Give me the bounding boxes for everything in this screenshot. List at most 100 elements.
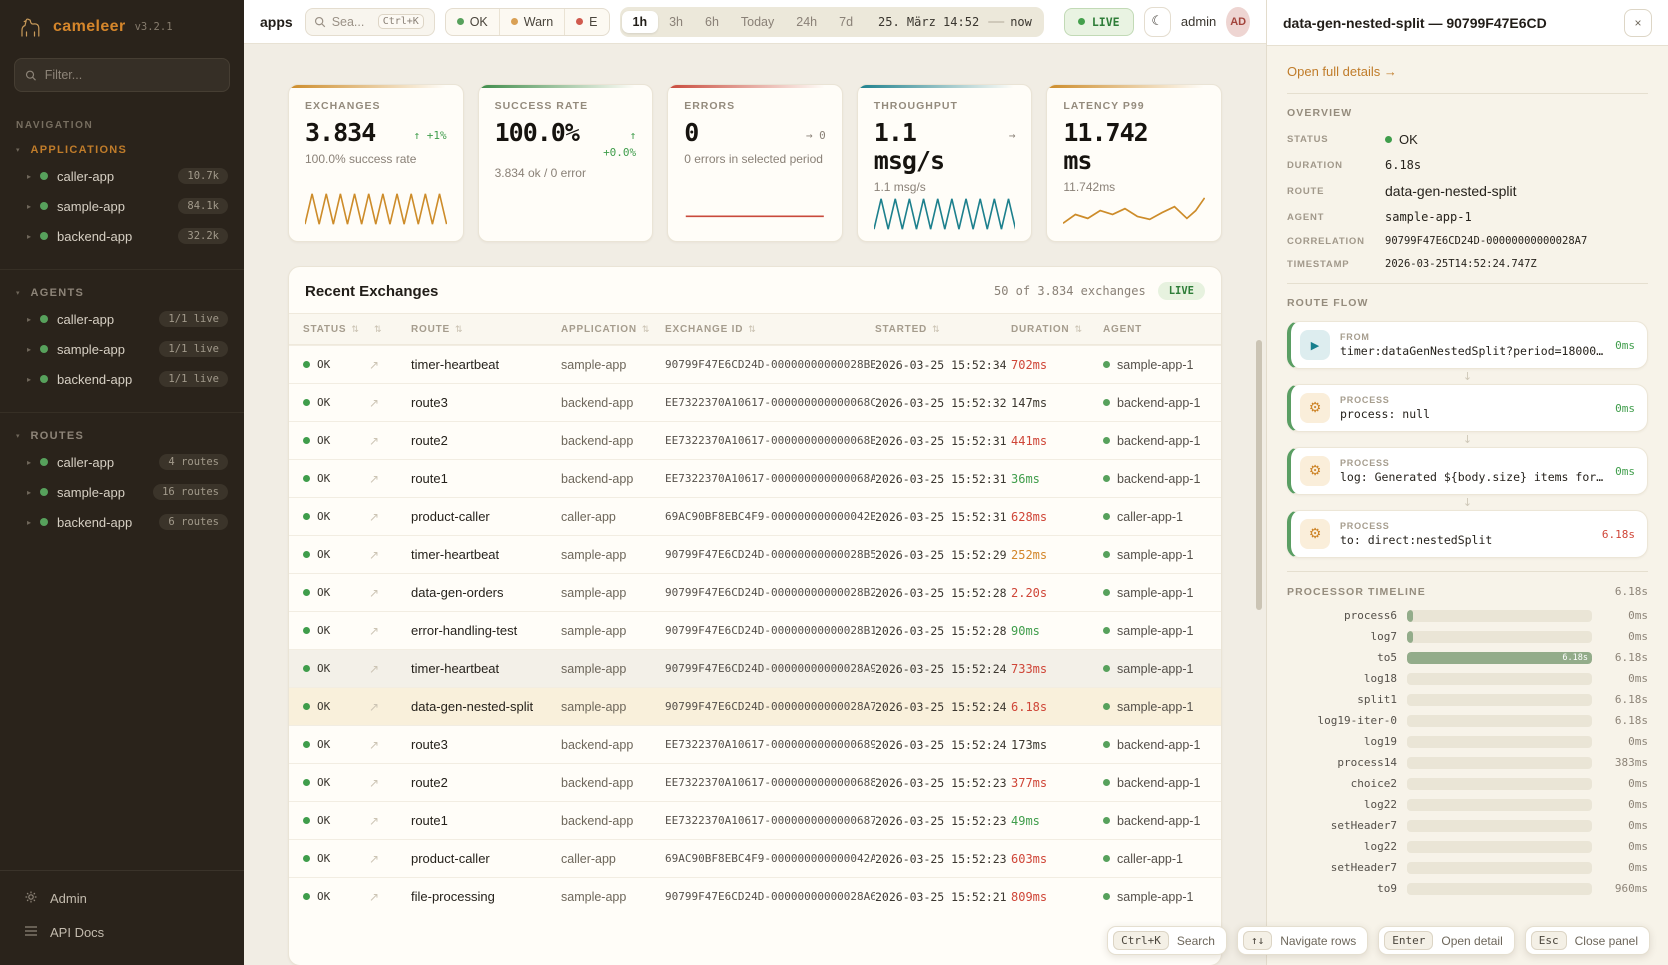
sidebar-item-agents-caller-app[interactable]: ▸ caller-app 1/1 live xyxy=(0,304,244,334)
chevron-right-icon: ▸ xyxy=(27,314,32,324)
timeline-row-choice2: choice2 0ms xyxy=(1287,777,1648,790)
open-full-details-link[interactable]: Open full details → xyxy=(1287,64,1397,79)
sidebar-item-applications-caller-app[interactable]: ▸ caller-app 10.7k xyxy=(0,161,244,191)
sidebar-item-routes-backend-app[interactable]: ▸ backend-app 6 routes xyxy=(0,507,244,537)
search-input[interactable] xyxy=(331,14,372,29)
stat-label: THROUGHPUT xyxy=(873,100,958,112)
column-header-application[interactable]: APPLICATION ⇅ xyxy=(561,324,665,335)
sidebar-filter[interactable] xyxy=(14,58,230,92)
sidebar-item-badge: 6 routes xyxy=(159,514,228,530)
close-button[interactable]: × xyxy=(1624,8,1652,37)
application-cell: backend-app xyxy=(561,395,634,410)
range-button-6h[interactable]: 6h xyxy=(694,11,730,33)
table-row[interactable]: OK ↗ route2 backend-app EE7322370A10617-… xyxy=(289,763,1221,801)
table-row[interactable]: OK ↗ route2 backend-app EE7322370A10617-… xyxy=(289,421,1221,459)
table-row[interactable]: OK ↗ timer-heartbeat sample-app 90799F47… xyxy=(289,535,1221,573)
section-header-applications[interactable]: ▾ APPLICATIONS xyxy=(0,139,244,161)
stat-card-throughput[interactable]: THROUGHPUT 1.1 msg/s → 1.1 msg/s xyxy=(856,84,1033,242)
live-button[interactable]: LIVE xyxy=(1063,7,1134,36)
flow-step-1[interactable]: ▶ FROM timer:dataGenNestedSplit?period=1… xyxy=(1287,321,1648,369)
open-row-icon[interactable]: ↗ xyxy=(369,395,380,410)
route-cell: route3 xyxy=(411,395,448,410)
date-from[interactable]: 25. März 14:52 xyxy=(878,14,980,29)
search-box[interactable]: Ctrl+K xyxy=(304,7,435,36)
agent-cell: sample-app-1 xyxy=(1103,662,1207,676)
flow-step-2[interactable]: ⚙ PROCESS process: null 0ms xyxy=(1287,384,1648,432)
table-row[interactable]: OK ↗ data-gen-orders sample-app 90799F47… xyxy=(289,573,1221,611)
open-row-icon[interactable]: ↗ xyxy=(369,775,380,790)
sidebar-item-routes-sample-app[interactable]: ▸ sample-app 16 routes xyxy=(0,477,244,507)
range-button-1h[interactable]: 1h xyxy=(621,10,659,33)
sidebar-item-agents-sample-app[interactable]: ▸ sample-app 1/1 live xyxy=(0,334,244,364)
sidebar-item-applications-backend-app[interactable]: ▸ backend-app 32.2k xyxy=(0,221,244,251)
range-button-24h[interactable]: 24h xyxy=(785,11,828,33)
table-row[interactable]: OK ↗ route1 backend-app EE7322370A10617-… xyxy=(289,459,1221,497)
open-row-icon[interactable]: ↗ xyxy=(369,547,380,562)
footer-item-admin[interactable]: Admin xyxy=(0,881,244,916)
column-header-route[interactable]: ROUTE ⇅ xyxy=(411,324,561,335)
table-row[interactable]: OK ↗ error-handling-test sample-app 9079… xyxy=(289,611,1221,649)
flow-step-4[interactable]: ⚙ PROCESS to: direct:nestedSplit 6.18s xyxy=(1287,510,1648,558)
table-row[interactable]: OK ↗ route1 backend-app EE7322370A10617-… xyxy=(289,801,1221,839)
table-row[interactable]: OK ↗ product-caller caller-app 69AC90BF8… xyxy=(289,497,1221,535)
footer-item-api-docs[interactable]: API Docs xyxy=(0,916,244,949)
column-header-exchange-id[interactable]: EXCHANGE ID ⇅ xyxy=(665,324,875,335)
theme-toggle[interactable]: ☾ xyxy=(1143,6,1171,37)
table-row[interactable]: OK ↗ file-processing sample-app 90799F47… xyxy=(289,877,1221,915)
column-header-agent[interactable]: AGENT xyxy=(1103,324,1207,335)
stat-card-latency-p99[interactable]: LATENCY P99 11.742 ms 11.742ms xyxy=(1046,84,1222,242)
sidebar-item-badge: 1/1 live xyxy=(159,341,228,357)
open-row-icon[interactable]: ↗ xyxy=(369,889,380,904)
sidebar-item-agents-backend-app[interactable]: ▸ backend-app 1/1 live xyxy=(0,364,244,394)
range-button-7d[interactable]: 7d xyxy=(828,11,864,33)
table-row[interactable]: OK ↗ route3 backend-app EE7322370A10617-… xyxy=(289,725,1221,763)
open-row-icon[interactable]: ↗ xyxy=(369,509,380,524)
flow-step-3[interactable]: ⚙ PROCESS log: Generated ${body.size} it… xyxy=(1287,447,1648,495)
sidebar-item-routes-caller-app[interactable]: ▸ caller-app 4 routes xyxy=(0,447,244,477)
open-row-icon[interactable]: ↗ xyxy=(369,623,380,638)
main-scrollbar[interactable] xyxy=(1256,340,1262,610)
sidebar-item-applications-sample-app[interactable]: ▸ sample-app 84.1k xyxy=(0,191,244,221)
stat-card-exchanges[interactable]: EXCHANGES 3.834 ↑ +1% 100.0% success rat… xyxy=(288,84,464,242)
stat-card-errors[interactable]: ERRORS 0 → 0 0 errors in selected period xyxy=(667,84,843,242)
chevron-down-icon: ▾ xyxy=(16,147,20,154)
processor-duration: 0ms xyxy=(1628,798,1648,811)
open-row-icon[interactable]: ↗ xyxy=(369,433,380,448)
column-header-duration[interactable]: DURATION ⇅ xyxy=(1011,324,1103,335)
open-row-icon[interactable]: ↗ xyxy=(369,737,380,752)
table-row[interactable]: OK ↗ route3 backend-app EE7322370A10617-… xyxy=(289,383,1221,421)
route-cell: timer-heartbeat xyxy=(411,547,500,562)
table-row[interactable]: OK ↗ timer-heartbeat sample-app 90799F47… xyxy=(289,345,1221,383)
column-header-started[interactable]: STARTED ⇅ xyxy=(875,324,1011,335)
date-to[interactable]: now xyxy=(1010,14,1032,29)
open-row-icon[interactable]: ↗ xyxy=(369,851,380,866)
range-button-today[interactable]: Today xyxy=(730,11,785,33)
route-cell: error-handling-test xyxy=(411,623,518,638)
avatar[interactable]: AD xyxy=(1226,6,1250,37)
open-row-icon[interactable]: ↗ xyxy=(369,471,380,486)
table-row[interactable]: OK ↗ data-gen-nested-split sample-app 90… xyxy=(289,687,1221,725)
sidebar-item-label: sample-app xyxy=(57,341,125,357)
status-filter-ok[interactable]: OK xyxy=(446,9,499,35)
sidebar-filter-input[interactable] xyxy=(44,68,219,82)
column-header-item[interactable]: ⇅ xyxy=(369,324,411,335)
open-row-icon[interactable]: ↗ xyxy=(369,813,380,828)
column-header-status[interactable]: STATUS ⇅ xyxy=(303,324,369,335)
open-row-icon[interactable]: ↗ xyxy=(369,699,380,714)
sidebar-item-badge: 4 routes xyxy=(159,454,228,470)
range-button-3h[interactable]: 3h xyxy=(658,11,694,33)
stat-card-success-rate[interactable]: SUCCESS RATE 100.0% ↑ +0.0% 3.834 ok / 0 … xyxy=(477,84,654,242)
table-row[interactable]: OK ↗ timer-heartbeat sample-app 90799F47… xyxy=(289,649,1221,687)
section-header-agents[interactable]: ▾ AGENTS xyxy=(0,282,244,304)
flow-step-text: timer:dataGenNestedSplit?period=18000&de… xyxy=(1340,344,1605,358)
open-row-icon[interactable]: ↗ xyxy=(369,357,380,372)
overview-fields: STATUS OK DURATION 6.18s ROUTE data-gen-neste… xyxy=(1287,132,1648,270)
open-row-icon[interactable]: ↗ xyxy=(369,585,380,600)
open-row-icon[interactable]: ↗ xyxy=(369,661,380,676)
agent-cell: caller-app-1 xyxy=(1103,510,1207,524)
flow-step-main: PROCESS log: Generated ${body.size} item… xyxy=(1340,458,1605,484)
status-filter-e[interactable]: E xyxy=(564,8,608,35)
table-row[interactable]: OK ↗ product-caller caller-app 69AC90BF8… xyxy=(289,839,1221,877)
status-filter-warn[interactable]: Warn xyxy=(498,8,564,35)
section-header-routes[interactable]: ▾ ROUTES xyxy=(0,425,244,447)
